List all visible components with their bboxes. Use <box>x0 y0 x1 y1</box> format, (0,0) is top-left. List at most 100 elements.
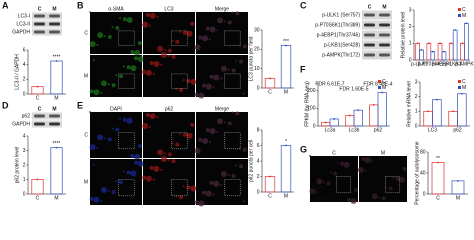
stain <box>392 176 395 179</box>
blot-band <box>364 23 375 27</box>
stain <box>315 191 318 194</box>
stain <box>157 45 164 52</box>
stain <box>89 111 91 113</box>
stain <box>235 59 238 62</box>
stain <box>182 79 185 82</box>
y-tick-label: 40 <box>420 170 426 176</box>
stain <box>340 161 345 166</box>
stain <box>134 50 141 57</box>
y-tick-label: 0 <box>23 91 26 97</box>
stain <box>122 65 125 68</box>
bar <box>419 49 424 61</box>
x-tick-label: C <box>268 89 272 95</box>
stain <box>171 54 176 59</box>
legend-label: C <box>462 7 466 13</box>
stain <box>231 68 236 73</box>
stain <box>137 160 144 167</box>
y-axis-label: Relative protein level <box>400 12 406 58</box>
stain <box>142 21 149 28</box>
legend-swatch <box>378 86 381 89</box>
bar-dot <box>460 92 463 95</box>
panel-letter: F <box>300 64 306 74</box>
stain <box>175 39 180 44</box>
blot-band <box>49 114 60 118</box>
bar-dot <box>269 77 271 80</box>
bar <box>280 145 292 193</box>
legend-swatch <box>458 8 461 11</box>
stain <box>198 92 205 99</box>
stain <box>309 188 316 195</box>
blot-background <box>362 50 392 60</box>
blot-row-label: GAPDH <box>12 29 30 35</box>
y-tick-label: 2 <box>409 24 412 30</box>
y-tick-label: 2 <box>23 162 26 168</box>
stain <box>130 65 137 72</box>
image-row-label: M <box>84 73 88 79</box>
x-tick-label: Lc3a <box>325 127 336 133</box>
stain <box>209 26 216 33</box>
bar-dot <box>36 85 39 88</box>
significance: * <box>285 139 287 145</box>
blot-row-label: p-ULK1 (Ser757) <box>322 12 360 18</box>
blot-background <box>32 12 62 20</box>
y-tick-label: 4 <box>23 133 26 139</box>
y-tick-label: 200 <box>307 88 316 94</box>
channel-label: DAPI <box>312 185 324 191</box>
stain <box>111 190 116 195</box>
stain <box>152 178 155 181</box>
bar <box>345 115 355 127</box>
stain <box>107 83 110 86</box>
blot-background <box>362 30 392 40</box>
stain <box>142 175 147 180</box>
stain <box>142 69 147 74</box>
stain <box>107 137 112 142</box>
panel-letter: A <box>2 0 9 10</box>
blot-band <box>34 30 45 34</box>
y-tick-label: 3 <box>409 7 412 13</box>
bar <box>430 51 436 61</box>
stain <box>198 137 203 142</box>
bar <box>264 77 276 89</box>
blot-row-label: LC3-II <box>16 21 30 27</box>
lane-label: M <box>52 106 56 112</box>
stain <box>119 117 122 120</box>
stain <box>107 190 110 193</box>
stain <box>242 44 247 49</box>
blot-background <box>32 20 62 28</box>
panel-letter: G <box>300 144 307 154</box>
bar-dot <box>416 42 419 45</box>
stain <box>130 50 135 55</box>
stain <box>371 160 374 163</box>
bar <box>426 42 432 61</box>
blot-background <box>32 28 62 36</box>
x-tick-label: Lc3b <box>349 127 360 133</box>
bar-dot <box>357 109 360 112</box>
blot-background <box>32 112 62 120</box>
blot-background <box>362 40 392 50</box>
bar <box>431 162 445 195</box>
channel-label: LC3 <box>312 191 321 197</box>
blot-row-label: p62 <box>22 113 31 119</box>
stain <box>148 24 151 27</box>
bar <box>377 92 387 127</box>
micrograph <box>90 112 142 158</box>
bar-dot <box>285 144 287 147</box>
stain <box>336 161 339 164</box>
stain <box>385 186 388 189</box>
stain <box>89 144 96 151</box>
stain <box>137 56 144 63</box>
stain <box>239 59 244 64</box>
stain <box>231 111 234 114</box>
stain <box>182 30 187 35</box>
stain <box>194 200 199 205</box>
blot-band <box>49 22 60 26</box>
x-tick-label: p62 <box>374 127 383 133</box>
stain <box>100 187 107 194</box>
y-tick-label: 2 <box>257 174 260 180</box>
stain <box>194 147 201 154</box>
bar-dot <box>420 49 423 51</box>
stain <box>96 147 99 150</box>
micrograph <box>143 159 195 205</box>
stain <box>107 35 112 40</box>
bar <box>31 86 44 95</box>
